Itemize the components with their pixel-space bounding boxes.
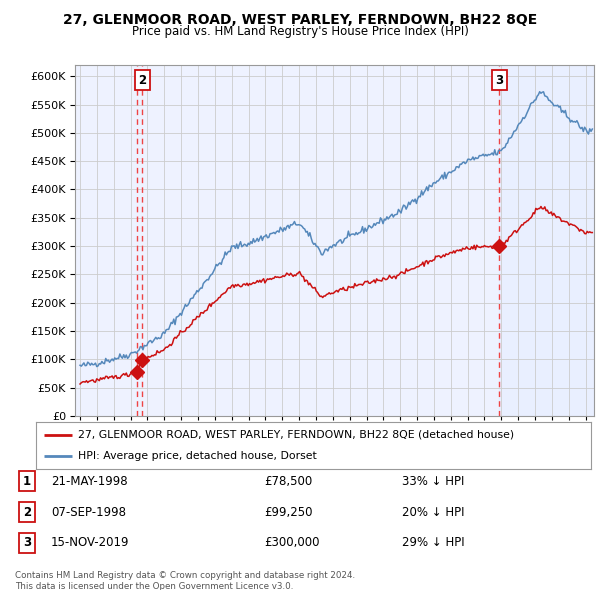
Text: 2: 2 (138, 74, 146, 87)
Text: 27, GLENMOOR ROAD, WEST PARLEY, FERNDOWN, BH22 8QE (detached house): 27, GLENMOOR ROAD, WEST PARLEY, FERNDOWN… (77, 430, 514, 440)
Text: 1: 1 (23, 475, 31, 488)
Text: 07-SEP-1998: 07-SEP-1998 (51, 506, 126, 519)
Text: 3: 3 (495, 74, 503, 87)
Text: £300,000: £300,000 (264, 536, 320, 549)
Bar (499, 65, 594, 416)
Text: HPI: Average price, detached house, Dorset: HPI: Average price, detached house, Dors… (77, 451, 316, 461)
Text: Price paid vs. HM Land Registry's House Price Index (HPI): Price paid vs. HM Land Registry's House … (131, 25, 469, 38)
Text: 33% ↓ HPI: 33% ↓ HPI (402, 475, 464, 488)
Text: 27, GLENMOOR ROAD, WEST PARLEY, FERNDOWN, BH22 8QE: 27, GLENMOOR ROAD, WEST PARLEY, FERNDOWN… (63, 13, 537, 27)
Text: 21-MAY-1998: 21-MAY-1998 (51, 475, 128, 488)
Text: 20% ↓ HPI: 20% ↓ HPI (402, 506, 464, 519)
Text: £78,500: £78,500 (264, 475, 312, 488)
Text: 29% ↓ HPI: 29% ↓ HPI (402, 536, 464, 549)
Text: 2: 2 (23, 506, 31, 519)
Text: Contains HM Land Registry data © Crown copyright and database right 2024.
This d: Contains HM Land Registry data © Crown c… (15, 571, 355, 590)
Text: 15-NOV-2019: 15-NOV-2019 (51, 536, 130, 549)
Text: £99,250: £99,250 (264, 506, 313, 519)
Text: 3: 3 (23, 536, 31, 549)
